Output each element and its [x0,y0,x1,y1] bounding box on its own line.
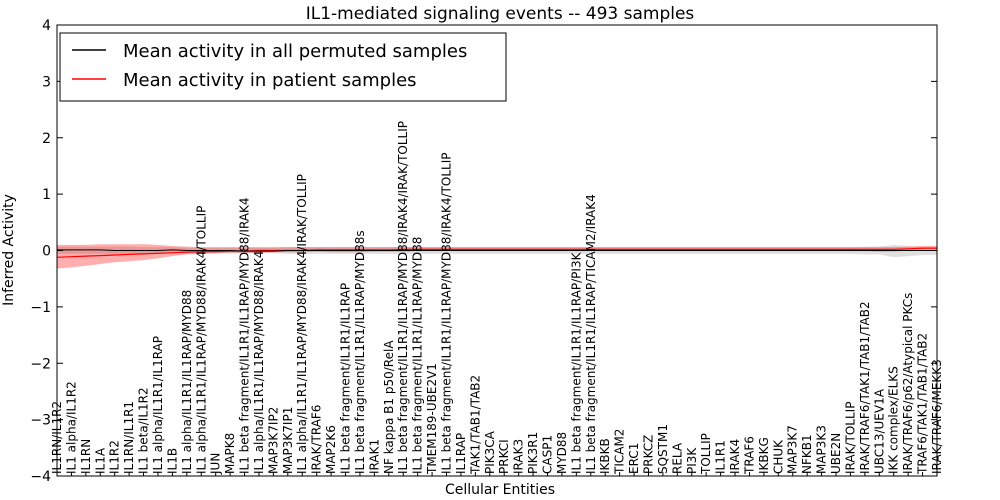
x-tick-label: ERC1 [627,443,641,474]
x-tick-label: RELA [670,442,684,474]
y-tick-label: 1 [42,187,51,203]
x-tick-label: IL1 alpha/IL1R1/IL1RAP/MYD88/IRAK4 [252,251,266,474]
x-tick-label: NFKB1 [800,434,814,474]
y-tick-label: −3 [30,413,51,429]
x-tick-label: MAP3K7IP1 [281,407,295,474]
x-tick-label: IL1 beta/IL1R2 [137,387,151,474]
x-tick-label: JUN [209,453,223,475]
x-tick-label: MAP3K7IP2 [266,407,280,474]
x-tick-label: MAP3K3 [815,425,829,474]
x-tick-label: IL1 beta fragment/IL1R1/IL1RAP/MYD88 [411,237,425,474]
x-tick-label: IKBKB [598,438,612,474]
x-tick-label: CHUK [771,439,785,474]
x-tick-label: IL1 beta fragment/IL1R1/IL1RAP/PI3K [569,251,583,474]
y-tick-label: −2 [30,356,51,372]
x-tick-label: PIK3R1 [526,432,540,474]
x-tick-label: IRAK/TOLLIP [843,402,857,474]
x-tick-label: IRAK/TRAF6/p62/Atypical PKCs [901,293,915,474]
y-axis-label: Inferred Activity [1,194,17,306]
x-tick-label: IL1 alpha/IL1R2 [64,381,78,474]
x-tick-label: IL1A [93,447,107,474]
x-tick-label: IRAK/TRAF6/TAK1/TAB1/TAB2 [858,301,872,474]
x-tick-label: IL1R1 [714,440,728,474]
x-tick-label: UBC13/UEV1A [872,388,886,474]
x-tick-label: IL1RN/IL1R2 [50,401,64,474]
series-lines [56,247,937,258]
x-tick-label: IRAK/TRAF6/MEKK3 [930,359,944,474]
series-line-permuted [57,249,937,252]
x-tick-label: IL1RAP [454,433,468,474]
x-tick-label: IL1RN [79,439,93,474]
x-tick-label: SQSTM1 [656,424,670,474]
x-tick-label: IRAK3 [512,439,526,474]
x-tick-label: IL1 alpha/IL1R1/IL1RAP [151,336,165,474]
x-tick-label: IL1 beta fragment/IL1R1/IL1RAP/MYD88s [353,230,367,474]
x-tick-label: IL1 alpha/IL1R1/IL1RAP/MYD88/IRAK4/IRAK/… [295,174,309,474]
y-tick-label: −4 [30,469,51,485]
x-axis: IL1RN/IL1R2 IL1 alpha/IL1R2 IL1RN IL1A IL1R2… [50,121,944,476]
x-tick-label: TRAF6 [743,436,757,475]
y-tick-label: 0 [42,244,51,260]
x-axis-label: Cellular Entities [445,482,555,498]
x-tick-label: IL1 beta fragment/IL1R1/IL1RAP [339,283,353,474]
x-tick-label: IL1 alpha/IL1R1/IL1RAP/MYD88 [180,290,194,474]
y-tick-label: 4 [42,18,51,34]
y-tick-label: 3 [42,74,51,90]
x-tick-label: IKK complex/ELKS [887,366,901,474]
x-tick-label: IL1 beta fragment/IL1R1/IL1RAP/MYD88/IRA… [440,153,454,474]
x-tick-label: IL1B [165,448,179,474]
legend-label-patient: Mean activity in patient samples [123,70,417,91]
x-tick-label: PRKCZ [642,435,656,474]
x-tick-label: IL1R2 [108,440,122,474]
y-axis: −4 −3 −2 −1 0 1 2 3 4 [30,18,937,485]
chart-title: IL1-mediated signaling events -- 493 sam… [306,4,695,24]
x-tick-label: MYD88 [555,432,569,474]
x-tick-label: IRAK4 [728,439,742,474]
x-tick-label: PRKCI [497,439,511,474]
x-tick-label: IL1RN/IL1R1 [122,401,136,474]
x-tick-label: IL1 alpha/IL1R1/IL1RAP/MYD88/IRAK4/TOLLI… [194,206,208,474]
x-tick-label: TOLLIP [699,433,713,475]
y-tick-label: 2 [42,131,51,147]
x-tick-label: TAK1/TAB1/TAB2 [468,375,482,475]
x-tick-label: IL1 beta fragment/IL1R1/IL1RAP/MYD88/IRA… [238,197,252,474]
x-tick-label: IKBKG [757,437,771,474]
x-tick-label: TMEM189-UBE2V1 [425,363,439,475]
x-tick-label: PI3K [685,447,699,474]
x-tick-label: MAPK8 [223,433,237,474]
x-tick-label: IL1 beta fragment/IL1R1/IL1RAP/MYD88/IRA… [396,121,410,474]
x-tick-label: IL1 beta fragment/IL1R1/IL1RAP/TICAM2/IR… [584,194,598,474]
legend-label-permuted: Mean activity in all permuted samples [123,41,467,62]
x-tick-label: CASP1 [541,435,555,474]
x-tick-label: UBE2N [829,433,843,474]
x-tick-label: TICAM2 [613,429,627,475]
x-tick-label: TRAF6/TAK1/TAB1/TAB2 [916,333,930,475]
band-permuted [57,244,937,258]
series-line-patient [56,247,937,258]
x-tick-label: MAP3K7 [786,425,800,474]
x-tick-label: MAP2K6 [324,425,338,474]
x-tick-label: PIK3CA [483,430,497,474]
x-tick-label: IRAK/TRAF6 [310,405,324,474]
legend: Mean activity in all permuted samples Me… [59,32,507,102]
x-tick-label: IRAK1 [367,439,381,474]
y-tick-label: −1 [30,300,51,316]
legend-box [59,32,507,102]
x-tick-label: NF kappa B1 p50/RelA [382,340,396,474]
